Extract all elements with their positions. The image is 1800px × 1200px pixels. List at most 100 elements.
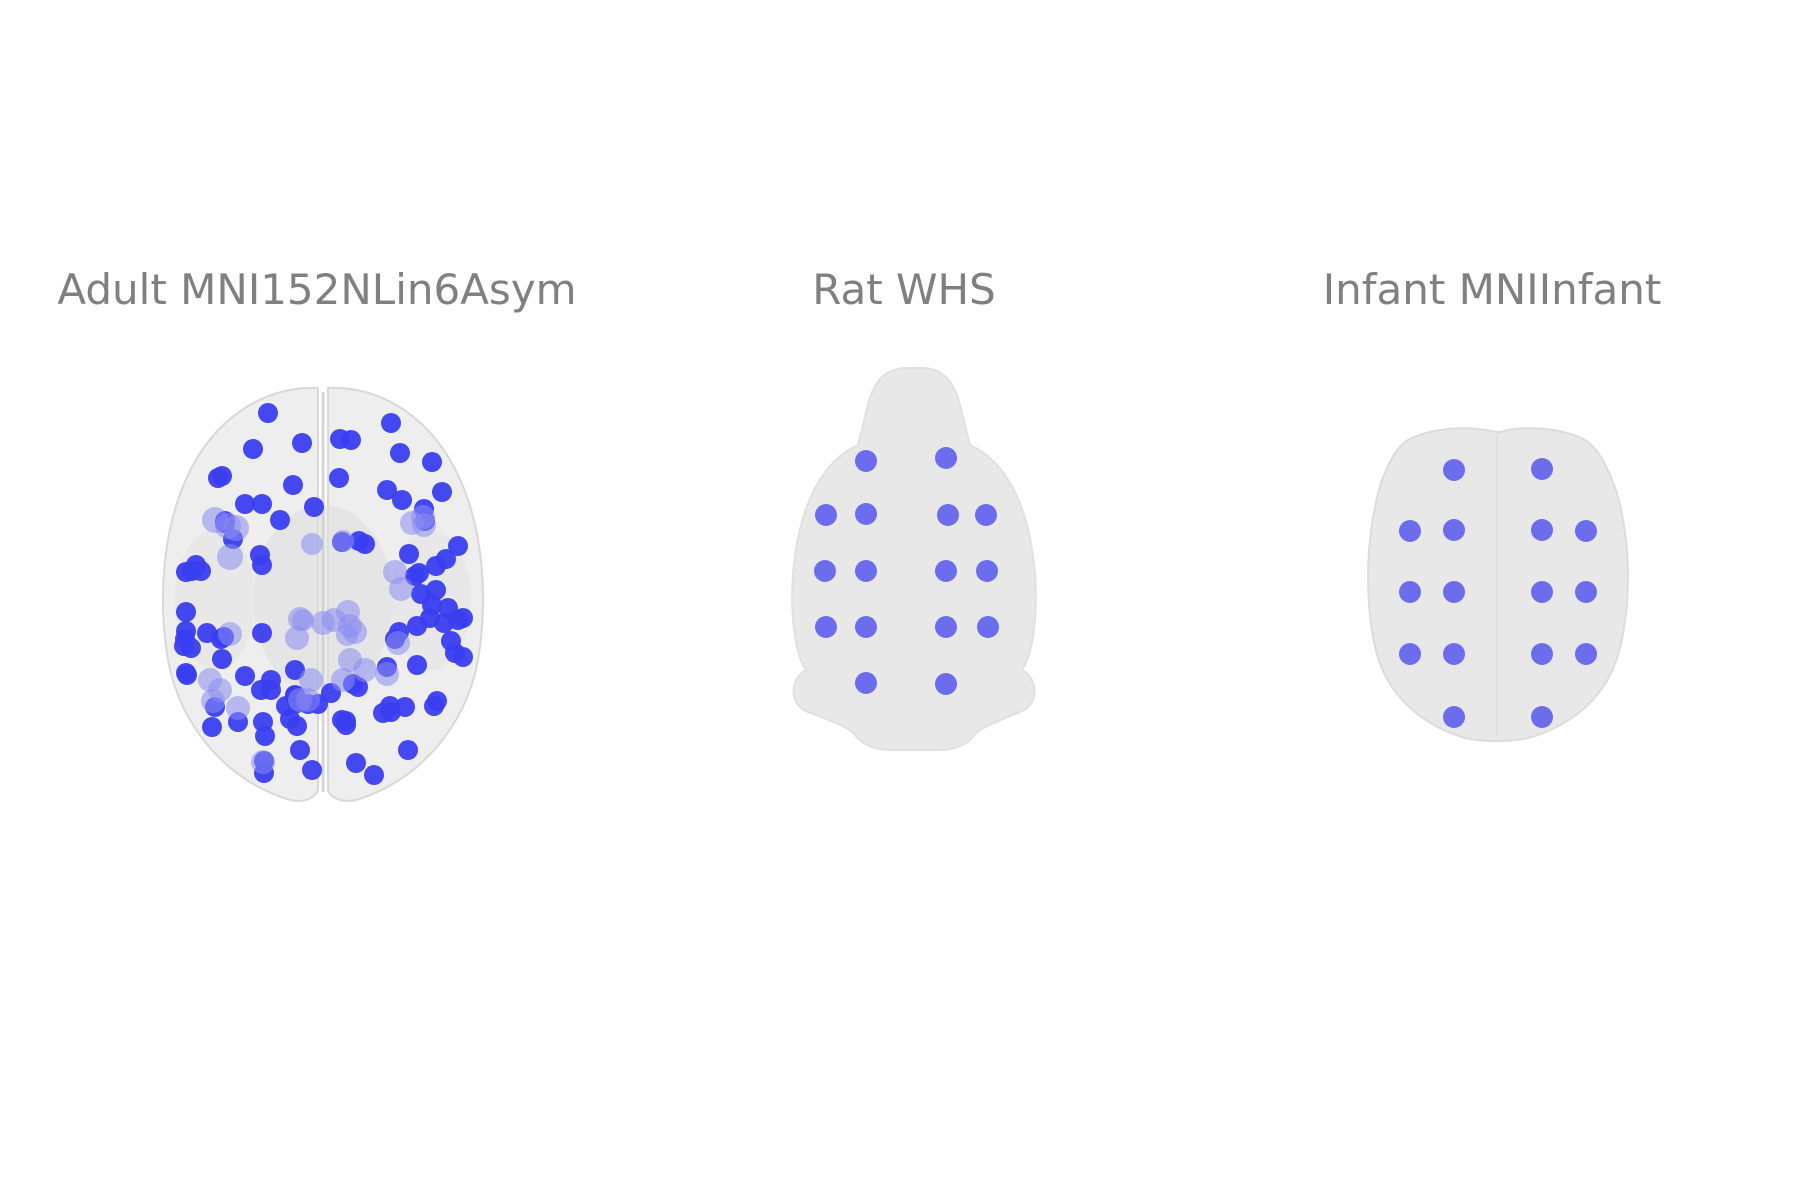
adult-node-17 [304,497,324,517]
adult-faded-node-30 [338,648,362,672]
infant-node-16 [1531,706,1553,728]
adult-faded-node-14 [285,626,309,650]
adult-node-15 [252,494,272,514]
adult-faded-node-22 [201,689,225,713]
adult-node-96 [253,712,273,732]
rat-node-9 [935,560,957,582]
adult-node-85 [261,670,281,690]
infant-node-5 [1531,519,1553,541]
adult-node-54 [420,608,440,628]
infant-node-10 [1575,581,1597,603]
adult-node-86 [280,709,300,729]
adult-faded-node-4 [217,544,243,570]
panel-title-adult: Adult MNI152NLin6Asym [57,265,577,314]
adult-faded-node-19 [375,662,399,686]
adult-node-26 [448,536,468,556]
adult-node-95 [336,715,356,735]
rat-node-1 [855,450,877,472]
rat-node-13 [935,616,957,638]
adult-node-94 [290,740,310,760]
adult-node-65 [177,665,197,685]
adult-node-62 [174,636,194,656]
adult-node-83 [427,691,447,711]
rat-node-2 [935,447,957,469]
panel-title-rat: Rat WHS [812,265,996,314]
adult-node-36 [176,562,196,582]
rat-node-group [814,447,999,695]
adult-node-64 [212,649,232,669]
infant-node-group [1399,458,1597,728]
adult-node-1 [258,403,278,423]
rat-node-8 [855,560,877,582]
adult-node-14 [432,482,452,502]
adult-node-48 [426,580,446,600]
infant-node-1 [1443,459,1465,481]
adult-faded-node-31 [218,622,242,646]
adult-node-11 [283,475,303,495]
adult-node-13 [377,480,397,500]
adult-node-67 [285,660,305,680]
infant-node-3 [1399,520,1421,542]
infant-node-7 [1399,581,1421,603]
infant-node-11 [1399,643,1421,665]
infant-node-8 [1443,581,1465,603]
adult-faded-node-29 [400,511,424,535]
rat-node-5 [937,504,959,526]
adult-node-35 [191,561,211,581]
adult-faded-node-6 [332,530,354,552]
adult-node-46 [453,608,473,628]
infant-node-14 [1575,643,1597,665]
adult-node-40 [176,602,196,622]
adult-node-5 [341,430,361,450]
rat-brain-shape [791,367,1037,751]
adult-node-103 [395,697,415,717]
adult-node-32 [426,556,446,576]
adult-node-10 [212,466,232,486]
adult-node-8 [422,452,442,472]
rat-node-14 [977,616,999,638]
rat-node-6 [975,504,997,526]
infant-node-9 [1531,581,1553,603]
adult-node-3 [292,433,312,453]
adult-node-66 [235,666,255,686]
adult-node-104 [373,703,393,723]
infant-node-12 [1443,643,1465,665]
adult-node-16 [235,494,255,514]
adult-faded-node-25 [296,688,320,712]
adult-faded-node-16 [299,668,323,692]
infant-node-4 [1443,519,1465,541]
adult-node-39 [252,555,272,575]
adult-node-59 [252,623,272,643]
adult-node-23 [270,510,290,530]
adult-node-30 [399,544,419,564]
infant-node-2 [1531,458,1553,480]
adult-faded-node-15 [292,609,314,631]
rat-node-10 [976,560,998,582]
adult-faded-node-20 [386,631,410,655]
rat-node-4 [855,503,877,525]
rat-brain-outline [791,367,1037,751]
adult-node-12 [329,468,349,488]
rat-node-3 [815,504,837,526]
infant-node-15 [1443,706,1465,728]
adult-faded-node-34 [389,577,413,601]
adult-node-47 [438,598,458,618]
adult-node-38 [405,566,425,586]
adult-node-28 [355,534,375,554]
adult-faded-node-32 [198,668,222,692]
adult-faded-node-23 [226,696,250,720]
rat-node-16 [935,673,957,695]
adult-node-6 [243,439,263,459]
adult-node-2 [381,413,401,433]
adult-node-99 [302,760,322,780]
adult-faded-node-17 [331,668,355,692]
rat-node-11 [815,616,837,638]
adult-faded-node-5 [301,533,323,555]
adult-node-101 [364,765,384,785]
adult-node-63 [453,647,473,667]
adult-faded-node-9 [311,611,335,635]
panel-title-infant: Infant MNIInfant [1322,265,1662,314]
adult-faded-node-13 [336,624,358,646]
adult-faded-node-26 [251,750,275,774]
